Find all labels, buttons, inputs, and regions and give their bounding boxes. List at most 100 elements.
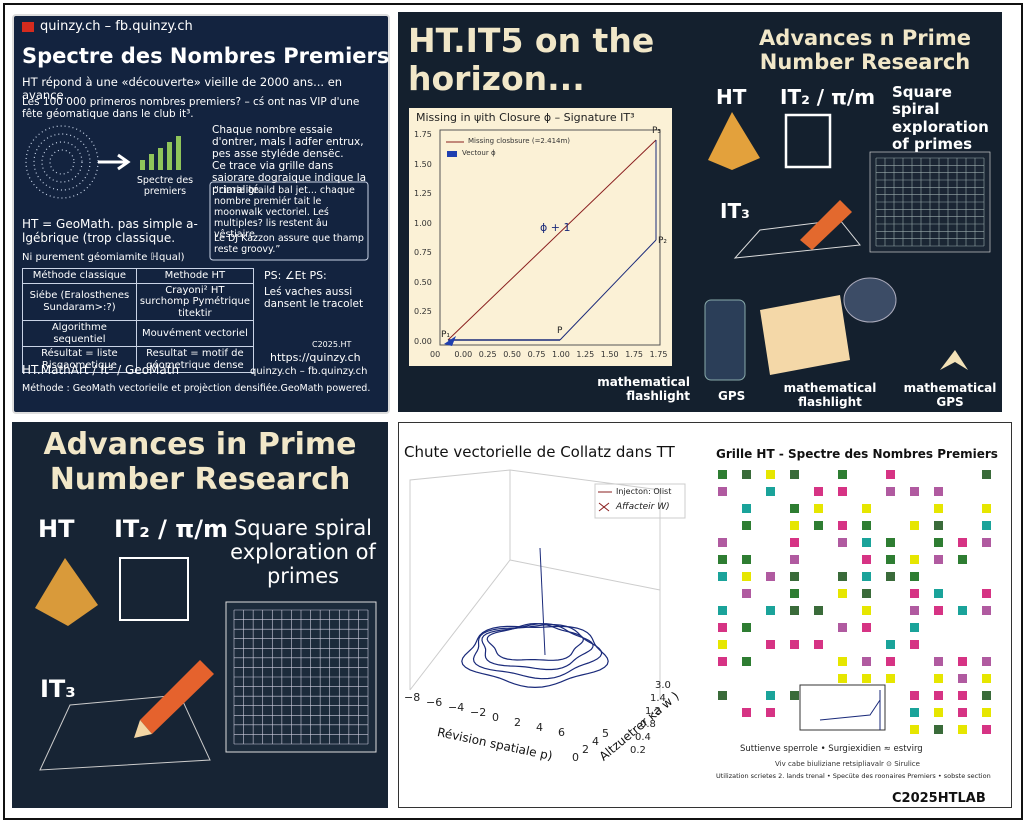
grid-square: [862, 521, 871, 530]
table-cell: Résultat = liste Risqaometique: [22, 346, 137, 373]
panel-collatz: [398, 422, 1012, 808]
x-tick-label: 1.00: [552, 350, 570, 359]
y-tick-label: 1.50: [414, 159, 432, 169]
grid-square: [862, 589, 871, 598]
spiral: Square spiral exploration of primes: [230, 516, 376, 589]
table-cell: Siébe (Eralosthenes Sundaram>:?): [22, 282, 137, 321]
plot-title: Missing in ψith Closure ϕ – Signature IT…: [416, 111, 635, 124]
x-tick-label: 0: [492, 711, 499, 724]
grid-square: [766, 470, 775, 479]
grid-square: [934, 725, 943, 734]
grid-square: [910, 589, 919, 598]
grid-square: [790, 521, 799, 530]
grid-square: [742, 470, 751, 479]
y-tick-label: 5: [602, 727, 609, 740]
grid-square: [790, 640, 799, 649]
grid-square: [934, 555, 943, 564]
plot-title: Chute vectorielle de Collatz dans TT: [404, 443, 675, 461]
grid-square: [838, 521, 847, 530]
point-label: P: [557, 326, 563, 336]
grid-square: [766, 640, 775, 649]
x-tick-label: 1.75: [649, 350, 668, 359]
loop: [461, 625, 609, 689]
grid-square: [958, 691, 967, 700]
title: HT.IT5 on the horizon...: [408, 21, 655, 98]
grid-square: [982, 538, 991, 547]
x-tick-label: 2: [514, 716, 521, 729]
grid-square: [790, 470, 799, 479]
pencil-tip: [134, 720, 152, 738]
grid-square: [982, 708, 991, 717]
y-tick-label: 1.75: [414, 130, 432, 139]
flag: [22, 22, 34, 32]
note: Chaque nombre essaie d'ontrer, mals l ad…: [212, 124, 364, 161]
grid-square: [910, 640, 919, 649]
grid-square: [886, 487, 895, 496]
y-tick-label: 0.75: [414, 248, 432, 257]
table-cell: Resultat = motif de géometrique dense: [135, 346, 255, 373]
math-gps: mathematical GPS: [903, 381, 997, 409]
table-cell: Algorithme sequentiel: [22, 320, 137, 347]
geomath: Ni purement géomiamite ℍqual): [22, 252, 185, 263]
x-tick-label: 1.75: [625, 350, 643, 359]
grid-square: [886, 674, 895, 683]
loop: [486, 622, 585, 661]
x-tick-label: 0.00: [454, 350, 473, 359]
grid-square: [910, 708, 919, 717]
z-tick-label: 1.4: [650, 693, 666, 704]
grid-square: [766, 487, 775, 496]
heading: Advances n Prime Number Research: [759, 26, 971, 75]
signature: HT.MathArt / It³ / GeoMath: [22, 363, 180, 377]
grid-square: [838, 538, 847, 547]
table-header: Méthode classique: [22, 268, 137, 284]
dot-spiral: [25, 125, 99, 199]
grid-square: [790, 538, 799, 547]
grid-square: [982, 521, 991, 530]
z-tick-label: 0.4: [635, 732, 651, 743]
grid-square: [910, 555, 919, 564]
grid-square: [862, 623, 871, 632]
table-cell: Mouvément vectoriel: [135, 320, 255, 347]
z-tick-label: 0.8: [640, 719, 656, 730]
grid-square: [742, 504, 751, 513]
floor-grid: [733, 219, 861, 259]
grid-square: [886, 640, 895, 649]
floor-grid: [39, 694, 211, 771]
grid-square: [958, 538, 967, 547]
map: [760, 295, 850, 375]
it3: IT₃: [40, 675, 76, 703]
gps: GPS: [718, 389, 746, 403]
x-tick-label: −2: [470, 706, 487, 719]
legend-swatch: [447, 151, 457, 157]
y-tick-label: 0.00: [414, 336, 432, 346]
spectre-label: Spectre des premiers: [136, 175, 194, 197]
inset: [799, 684, 886, 731]
grid-square: [742, 572, 751, 581]
gps-device: [704, 299, 746, 381]
grid-square: [934, 708, 943, 717]
grid-square: [718, 657, 727, 666]
grid-square: [742, 657, 751, 666]
it3: IT₃: [720, 199, 750, 223]
grid-square: [718, 555, 727, 564]
footer: Utilization scrietes 2. lands trenal • S…: [716, 772, 991, 780]
grid-square: [742, 708, 751, 717]
table-header: Methode HT: [135, 268, 255, 284]
grid-square: [838, 470, 847, 479]
ht: HT: [716, 85, 747, 109]
grid-square: [910, 623, 919, 632]
bars-icon: [140, 136, 181, 170]
x-tick-label: −4: [448, 701, 465, 714]
grid-square: [766, 708, 775, 717]
grid-square: [910, 606, 919, 615]
grid-square: [718, 487, 727, 496]
x-tick-label: −8: [404, 691, 421, 704]
grid-square: [982, 691, 991, 700]
pyramid: [35, 558, 98, 626]
title: Advances in Prime Number Research: [43, 427, 357, 497]
title: Spectre des Nombres Premiers: [22, 44, 390, 68]
grid-square: [934, 521, 943, 530]
z-tick-label: 3.0: [655, 680, 671, 691]
quote: Le DJ Kazzon assure que thamp reste groo…: [214, 233, 364, 255]
